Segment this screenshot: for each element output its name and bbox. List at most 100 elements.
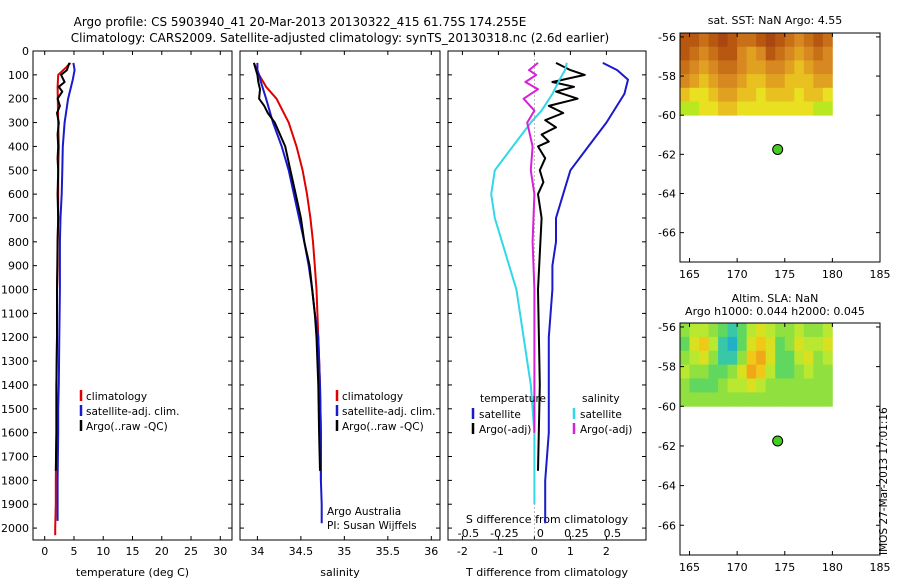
sla_map-heatmap-cell [822, 350, 833, 366]
sla_map-heatmap-cell [765, 378, 776, 393]
depth-tick-label: 1500 [1, 403, 29, 416]
sla_map-heatmap-cell [765, 336, 776, 352]
sst_map-heatmap-cell [813, 101, 824, 116]
sst_map-heatmap-cell [746, 74, 757, 89]
sst_map-xtick-label: 175 [774, 268, 795, 281]
sst-map-title: sat. SST: NaN Argo: 4.55 [708, 14, 842, 27]
sla_map-heatmap-cell [794, 364, 805, 379]
sst_map-heatmap-cell [822, 101, 833, 116]
difference-legend-label: Argo(-adj) [479, 424, 531, 436]
sst_map-heatmap-cell [737, 101, 748, 116]
salinity-xtick-label: 35.5 [376, 545, 401, 558]
temperature-series-argo [54, 62, 71, 471]
sst_map-xtick-label: 180 [822, 268, 843, 281]
difference-xtick-label: 0 [531, 545, 538, 558]
sst_map-heatmap-cell [727, 46, 738, 61]
sst_map-heatmap-cell [784, 101, 795, 116]
sst_map-heatmap-cell [822, 87, 833, 102]
sst_map-heatmap-cell [822, 74, 833, 89]
sst_map-heatmap-cell [680, 74, 690, 89]
temperature-legend-label: climatology [86, 391, 147, 403]
temperature-legend-label: satellite-adj. clim. [86, 406, 179, 418]
sst_map-heatmap-cell [718, 101, 729, 116]
sst_map-ytick-label: -60 [658, 109, 676, 122]
difference-axes-frame [447, 50, 647, 541]
depth-tick-label: 700 [8, 212, 29, 225]
sla_map-heatmap-cell [775, 364, 786, 379]
sst_map-heatmap-cell [765, 87, 776, 102]
depth-tick-label: 1000 [1, 284, 29, 297]
sla_map-heatmap-cell [794, 350, 805, 366]
sla_map-heatmap-cell [756, 336, 767, 352]
sst_map-heatmap-cell [765, 33, 776, 48]
difference-series-t_argo [537, 62, 586, 471]
sla_map-heatmap-cell [680, 378, 690, 393]
sla_map-heatmap-cell [822, 378, 833, 393]
sdiff-tick-label: 0 [537, 527, 544, 540]
depth-tick-label: 1900 [1, 498, 29, 511]
sla_map-heatmap-cell [699, 350, 709, 366]
sst_map-heatmap-cell [784, 60, 795, 75]
depth-tick-label: 1100 [1, 307, 29, 320]
sla_map-heatmap-cell [784, 336, 795, 352]
sla_map-heatmap-cell [708, 364, 719, 379]
sst_map-heatmap-cell [680, 60, 690, 75]
sst_map-ytick-label: -62 [658, 148, 676, 161]
sla_map-xtick-label: 170 [727, 561, 748, 574]
sla_map-heatmap-cell [699, 336, 709, 352]
sst_map-heatmap-cell [756, 46, 767, 61]
sst_map-heatmap-cell [699, 60, 709, 75]
sla_map-heatmap-cell [803, 350, 814, 366]
legend-temperature-header: temperature [480, 393, 546, 405]
sla_map-heatmap-cell [718, 392, 729, 407]
salinity-legend-label: climatology [342, 391, 403, 403]
sla_map-heatmap-cell [803, 378, 814, 393]
sst_map-heatmap-cell [699, 46, 709, 61]
sla-map-subtitle: Argo h1000: 0.044 h2000: 0.045 [685, 305, 865, 318]
sst_map-heatmap-cell [708, 87, 719, 102]
sla_map-heatmap-cell [680, 323, 690, 338]
sla_map-heatmap-cell [822, 364, 833, 379]
depth-tick-label: 1800 [1, 474, 29, 487]
sla_map-heatmap-cell [737, 323, 748, 338]
sla_map-heatmap-cell [803, 336, 814, 352]
difference-series-t_satellite [544, 62, 629, 524]
sst_map-heatmap-cell [756, 33, 767, 48]
sla_map-heatmap-cell [784, 364, 795, 379]
sla_map-xtick-label: 165 [679, 561, 700, 574]
sla_map-heatmap-cell [699, 323, 709, 338]
sst_map-heatmap-cell [746, 101, 757, 116]
sst_map-heatmap-cell [727, 87, 738, 102]
sla_map-heatmap-cell [794, 336, 805, 352]
difference-legend-label: satellite [580, 409, 622, 421]
sla_map-heatmap-cell [689, 336, 700, 352]
sst_map-heatmap-cell [718, 46, 729, 61]
temperature-xtick-label: 25 [184, 545, 198, 558]
sla_map-heatmap-cell [794, 378, 805, 393]
figure-title-line2: Climatology: CARS2009. Satellite-adjuste… [71, 31, 609, 45]
sla_map-heatmap-cell [813, 336, 824, 352]
temperature-xtick-label: 20 [155, 545, 169, 558]
sla_map-heatmap-cell [689, 350, 700, 366]
sst_map-heatmap-cell [784, 87, 795, 102]
sst_map-heatmap-cell [803, 101, 814, 116]
sla_map-heatmap-cell [756, 392, 767, 407]
sla_map-heatmap-cell [775, 336, 786, 352]
sla_map-heatmap-cell [765, 350, 776, 366]
sst_map-ytick-label: -66 [658, 227, 676, 240]
difference-xtick-label: 1 [567, 545, 574, 558]
difference-xtick-label: -1 [493, 545, 504, 558]
sst_map-heatmap-cell [689, 101, 700, 116]
depth-tick-label: 1300 [1, 355, 29, 368]
sst_map-heatmap-cell [718, 74, 729, 89]
sst_map-heatmap-cell [737, 74, 748, 89]
sst_map-heatmap-cell [680, 33, 690, 48]
sla_map-heatmap-cell [784, 350, 795, 366]
sla_map-ytick-label: -56 [658, 321, 676, 334]
difference-profile-panel: -2 -1 0 1 2 -0.5 -0.25 0 0.25 0.5S difference fro… [447, 50, 647, 579]
imos-timestamp-watermark: IMOS 27-Mar-2013 17:01:16 [878, 407, 890, 555]
sla_map-heatmap-cell [708, 336, 719, 352]
sst_map-heatmap-cell [746, 60, 757, 75]
depth-tick-label: 800 [8, 236, 29, 249]
sst_map-heatmap-cell [746, 33, 757, 48]
